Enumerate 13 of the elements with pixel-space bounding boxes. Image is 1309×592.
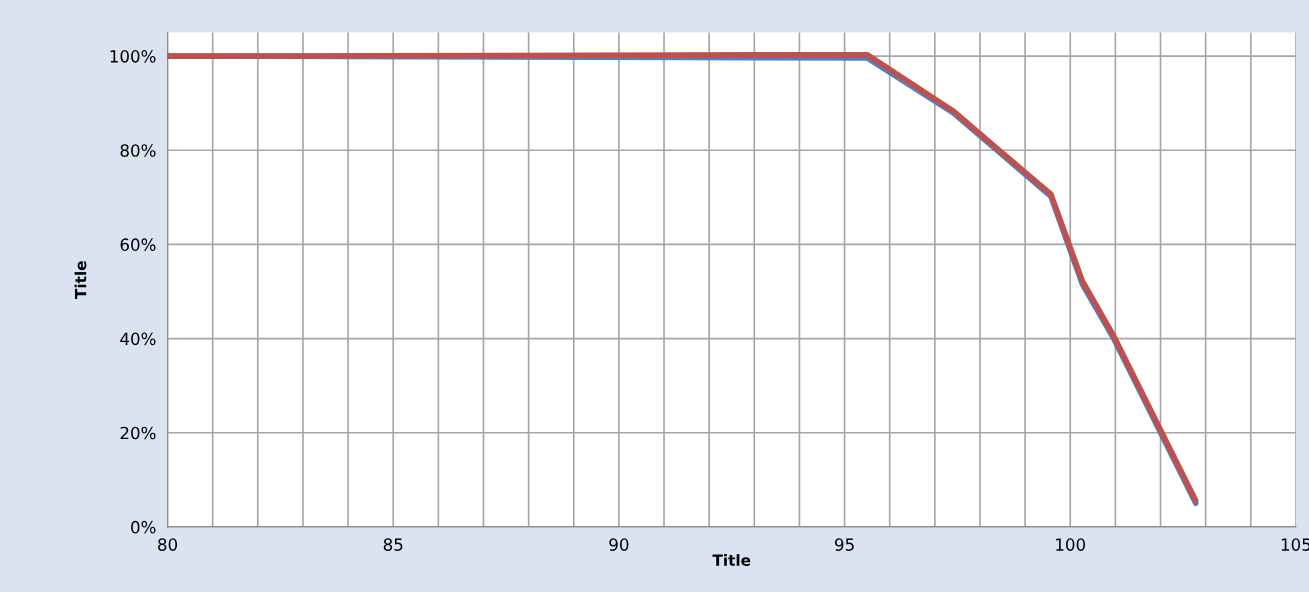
y-tick-label: 100% xyxy=(110,50,156,63)
x-tick-label: 100 xyxy=(1056,538,1086,551)
y-tick-label: 40% xyxy=(120,332,156,346)
x-tick-label: 80 xyxy=(158,538,178,551)
y-axis-title: Title xyxy=(74,261,87,299)
y-tick-label: 0% xyxy=(131,520,156,534)
x-tick-label: 90 xyxy=(609,538,629,551)
x-axis-title: Title xyxy=(712,554,751,566)
y-tick-label: 60% xyxy=(120,238,156,251)
y-tick-label: 20% xyxy=(120,426,156,440)
y-tick-label: 80% xyxy=(120,144,156,157)
x-tick-label: 95 xyxy=(835,538,854,551)
x-tick-label: 85 xyxy=(383,538,403,551)
